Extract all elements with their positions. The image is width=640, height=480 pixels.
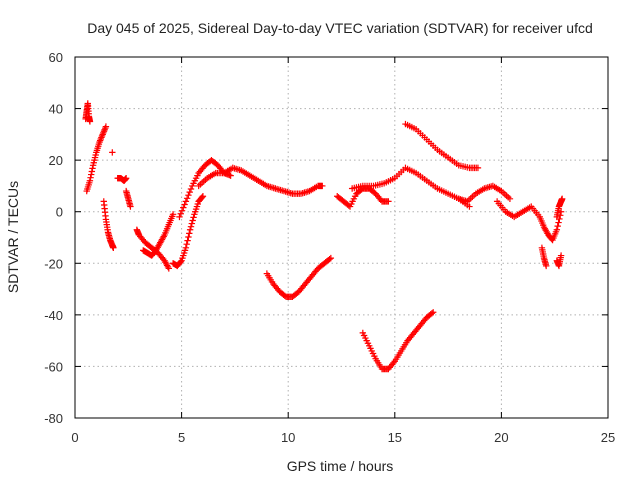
chart-title: Day 045 of 2025, Sidereal Day-to-day VTE… [87,20,593,36]
data-point [326,255,333,263]
data-point [542,262,550,270]
data-point [187,223,195,230]
y-tick-label: -60 [44,359,63,374]
data-marks [82,100,566,373]
data-point [319,182,326,190]
series-arc-19 [538,244,550,270]
series-arc-18 [493,198,565,244]
data-point [127,203,134,210]
data-point [429,309,437,316]
data-point [189,217,196,224]
data-point [86,177,94,184]
x-tick-label: 10 [281,430,295,445]
data-point [555,219,562,226]
x-tick-label: 25 [601,430,615,445]
data-point [385,198,392,205]
series-arc-6 [122,187,134,210]
data-point [553,226,561,233]
series-arc-10 [176,156,234,221]
data-point [557,252,565,259]
data-point [87,174,94,181]
data-point [109,149,116,156]
series-arc-9 [169,193,207,270]
data-point [169,211,177,218]
data-point [176,213,183,221]
data-point [185,192,192,199]
data-point [180,204,187,211]
series-arc-5 [114,174,130,184]
gridlines [75,57,608,418]
series-arc-11 [195,164,326,197]
data-point [181,201,188,208]
y-axis-label: SDTVAR / TECUs [5,181,21,293]
y-tick-label: 0 [56,205,63,220]
data-point [227,172,234,179]
data-point [186,230,193,237]
series-arc-2 [83,123,110,195]
series-arc-8 [140,211,177,259]
y-tick-label: -40 [44,308,63,323]
data-point [88,168,96,175]
data-point [198,194,206,201]
data-point [327,254,335,262]
series-arc-17 [455,182,514,205]
series-arc-16 [402,120,482,172]
data-point [554,222,561,230]
series-arc-14 [359,309,437,373]
series-arc-20 [553,252,565,270]
y-tick-label: -80 [44,411,63,426]
data-point [186,226,194,233]
data-point [183,195,191,202]
y-tick-label: 20 [49,153,63,168]
x-axis-label: GPS time / hours [287,458,394,474]
series-arc-21 [553,195,566,221]
data-point [177,210,184,217]
series-arc-12 [263,254,335,301]
y-tick-label: 60 [49,50,63,65]
data-point [102,123,110,130]
series-arc-3 [100,198,117,252]
series-arc-7 [133,226,173,272]
data-point [187,185,195,193]
data-point [558,195,566,203]
data-point [86,118,94,125]
x-tick-label: 5 [178,430,185,445]
data-point [185,233,192,241]
x-tick-label: 20 [494,430,508,445]
data-point [428,310,436,317]
data-point [177,258,184,265]
data-point [178,207,186,214]
plot-frame [74,56,609,419]
data-point [188,220,196,227]
data-point [182,198,190,205]
data-point [165,265,173,272]
series-arc-1 [82,100,94,125]
data-point [110,244,117,252]
series-arc-15 [348,164,473,210]
data-point [186,188,193,196]
data-point [190,214,197,221]
series-arc-4 [109,149,116,156]
data-point [88,171,95,178]
x-tick-label: 0 [71,430,78,445]
axis-ticks: 0 5 10 15 20 25 -80 -60 -40 -20 0 20 40 60 [44,50,615,445]
data-point [122,174,130,182]
data-point [506,195,514,203]
y-tick-label: 40 [49,102,63,117]
data-point [199,193,207,200]
data-point [89,165,96,172]
data-point [184,237,191,244]
data-point [466,203,473,210]
data-point [183,241,190,248]
x-tick-label: 15 [388,430,402,445]
series-arc-13 [334,185,392,210]
data-point [474,164,482,172]
data-point [182,244,190,252]
y-tick-label: -20 [44,256,63,271]
